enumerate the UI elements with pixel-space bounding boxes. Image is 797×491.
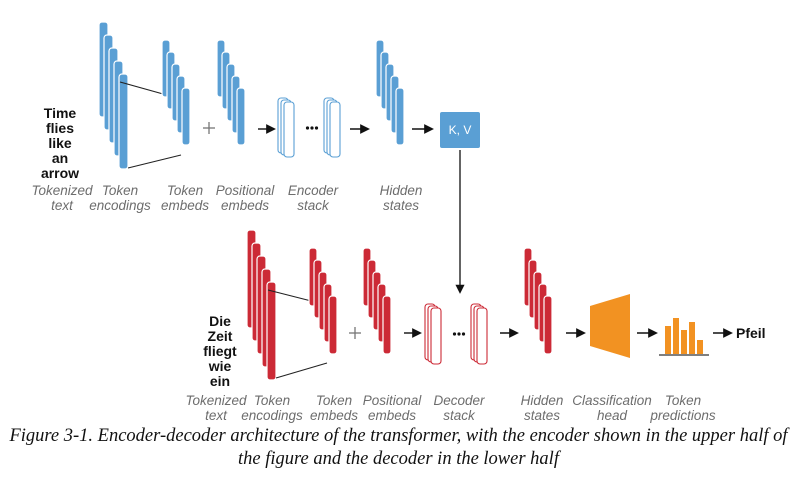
decoder-token-embeds-label: Token embeds <box>309 393 359 423</box>
classification-head-label: Classification head <box>572 393 652 423</box>
encoder-stack-label: Encoder stack <box>287 183 339 213</box>
output-token-label: Pfeil <box>736 325 766 341</box>
decoder-layer-box <box>476 307 488 365</box>
token-embed-bar <box>181 87 191 146</box>
decoder-input-text: Die Zeit fliegt wie ein <box>203 313 237 389</box>
encoder-decoder-diagram: K, V <box>98 21 733 381</box>
encoder-layer-box <box>329 101 341 158</box>
encoder-hidden-states-label: Hidden states <box>379 183 423 213</box>
token-encoding-bar <box>118 73 129 170</box>
ellipsis-dots <box>457 332 461 336</box>
kv-box <box>440 112 480 148</box>
prediction-bar <box>673 318 679 354</box>
encoder-positional-embeds-label: Positional embeds <box>215 183 275 213</box>
kv-label: K, V <box>449 123 472 137</box>
decoder-positional-embeds-label: Positional embeds <box>362 393 422 423</box>
projection-line <box>275 362 328 379</box>
ellipsis-dots <box>305 126 310 130</box>
classification-head-shape <box>590 294 630 358</box>
prediction-bar <box>665 326 671 354</box>
ellipsis-dots <box>461 332 466 336</box>
encoder-input-text: Time flies like an arrow <box>40 105 80 181</box>
ellipsis-dots <box>452 332 457 336</box>
encoder-section <box>98 21 434 170</box>
decoder-stack-label: Decoder stack <box>433 393 485 423</box>
decoder-token-encodings-label: Token encodings <box>241 393 303 423</box>
hidden-state-bar <box>543 295 553 355</box>
encoder-token-embeds-label: Token embeds <box>160 183 210 213</box>
prediction-bar <box>697 340 703 354</box>
positional-embed-bar <box>236 87 246 146</box>
token-predictions-label: Token predictions <box>650 393 716 423</box>
projection-line <box>127 154 182 169</box>
positional-embed-bar <box>382 295 392 355</box>
ellipsis-dots <box>310 126 314 130</box>
decoder-hidden-states-label: Hidden states <box>520 393 564 423</box>
token-encoding-bar <box>266 281 277 381</box>
token-embed-bar <box>328 295 338 355</box>
encoder-layer-box <box>283 101 295 158</box>
prediction-bar <box>689 322 695 354</box>
hidden-state-bar <box>395 87 405 146</box>
token-predictions-chart <box>659 318 709 356</box>
prediction-bar <box>681 330 687 354</box>
ellipsis-dots <box>314 126 319 130</box>
decoder-tokenized-text-label: Tokenized text <box>185 393 247 423</box>
decoder-layer-box <box>430 307 442 365</box>
encoder-tokenized-text-label: Tokenized text <box>31 183 93 213</box>
decoder-section <box>246 229 733 381</box>
encoder-token-encodings-label: Token encodings <box>89 183 151 213</box>
figure-caption: Figure 3-1. Encoder-decoder architecture… <box>9 426 788 469</box>
